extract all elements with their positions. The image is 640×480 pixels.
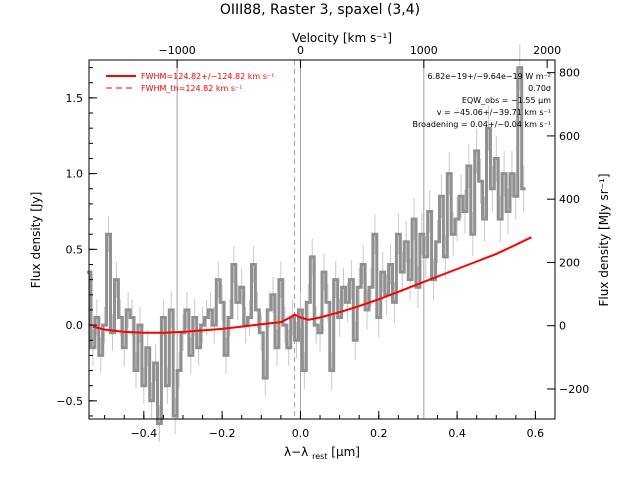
x-tick-label: 0.0 <box>292 427 310 440</box>
y-tick-label: 0.5 <box>66 243 84 256</box>
y-tick-label: 0.0 <box>66 319 84 332</box>
x-tick-label: 0.4 <box>448 427 466 440</box>
annotation-broadening: Broadening = 0.04+/−0.04 km s⁻¹ <box>413 120 551 129</box>
chart-title: OIII88, Raster 3, spaxel (3,4) <box>220 2 420 18</box>
x-axis-label-main: λ−λ <box>284 445 308 459</box>
annotation-flux: 6.82e−19+/−9.64e−19 W m⁻² <box>427 72 551 81</box>
legend: FWHM=124.82+/−124.82 km s⁻¹ FWHM_th=124.… <box>106 72 274 93</box>
annotation-velocity: v = −45.06+/−39.71 km s⁻¹ <box>437 108 551 117</box>
axes: −0.4 −0.2 0.0 0.2 0.4 0.6 −0.5 0.0 0.5 1.0 1.5 −200… <box>56 44 589 440</box>
data-step-series <box>87 66 526 425</box>
top-tick-label: 2000 <box>533 44 561 57</box>
y-right-tick-label: 400 <box>559 193 580 206</box>
y-right-tick-label: 0 <box>559 320 566 333</box>
y-tick-label: 1.0 <box>66 168 84 181</box>
x-tick-label: 0.6 <box>527 427 545 440</box>
top-axis-label: Velocity [km s⁻¹] <box>292 31 392 45</box>
x-tick-label: −0.4 <box>130 427 157 440</box>
y-right-tick-label: 200 <box>559 256 580 269</box>
top-tick-label: 0 <box>297 44 304 57</box>
y-right-tick-label: 800 <box>559 67 580 80</box>
annotation-sigma: 0.70σ <box>528 84 551 93</box>
y-tick-label: −0.5 <box>56 395 83 408</box>
x-tick-label: −0.2 <box>209 427 236 440</box>
top-tick-label: −1000 <box>158 44 195 57</box>
plot-frame <box>88 59 556 420</box>
annotations: 6.82e−19+/−9.64e−19 W m⁻² 0.70σ EQW_obs … <box>413 72 552 129</box>
legend-label-fwhm-th: FWHM_th=124.82 km s⁻¹ <box>141 84 242 93</box>
legend-label-fwhm: FWHM=124.82+/−124.82 km s⁻¹ <box>141 72 274 81</box>
x-axis-label: λ−λ rest [μm] <box>284 445 360 462</box>
x-axis-label-sub: rest <box>312 452 327 461</box>
y-right-tick-label: 600 <box>559 130 580 143</box>
top-tick-label: 1000 <box>410 44 438 57</box>
y-tick-label: 1.5 <box>66 92 84 105</box>
y-axis-label: Flux density [Jy] <box>29 192 43 289</box>
annotation-eqw: EQW_obs = −1.55 μm <box>462 96 551 105</box>
reference-lines <box>176 60 425 419</box>
fit-line <box>92 236 532 334</box>
x-axis-label-unit: [μm] <box>331 445 360 459</box>
y-right-axis-label: Flux density [MJy sr⁻¹] <box>597 173 611 306</box>
x-tick-label: 0.2 <box>370 427 388 440</box>
y-right-tick-label: −200 <box>559 383 589 396</box>
